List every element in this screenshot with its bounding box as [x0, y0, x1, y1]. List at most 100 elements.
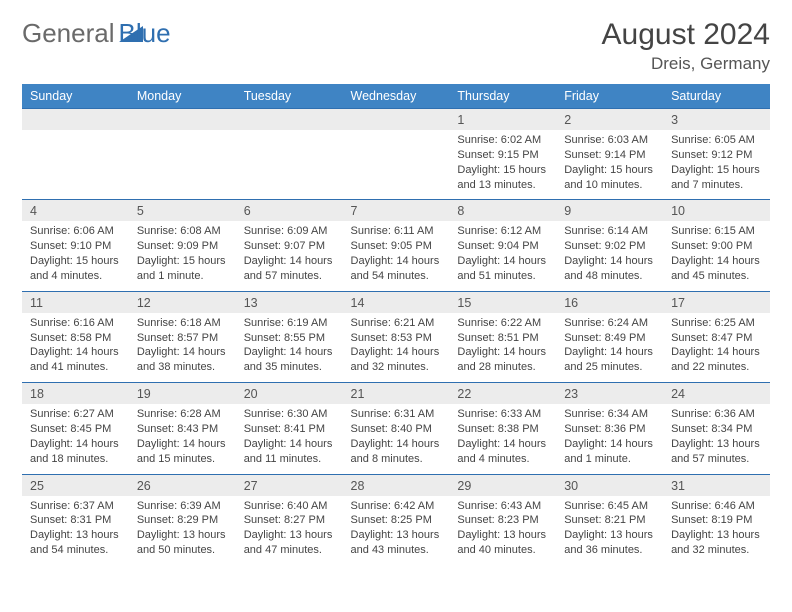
day-number-row: 18192021222324	[22, 383, 770, 405]
sunrise-text: Sunrise: 6:03 AM	[564, 133, 655, 148]
day-number-cell: 25	[22, 474, 129, 496]
brand-logo: General Blue	[22, 18, 171, 49]
day-number-row: 11121314151617	[22, 291, 770, 313]
day-data-cell: Sunrise: 6:02 AMSunset: 9:15 PMDaylight:…	[449, 130, 556, 200]
sunrise-text: Sunrise: 6:05 AM	[671, 133, 762, 148]
sunrise-text: Sunrise: 6:30 AM	[244, 407, 335, 422]
day-data-cell: Sunrise: 6:46 AMSunset: 8:19 PMDaylight:…	[663, 496, 770, 565]
daylight-text: Daylight: 15 hours and 13 minutes.	[457, 163, 548, 193]
daylight-text: Daylight: 13 hours and 43 minutes.	[351, 528, 442, 558]
day-number-row: 123	[22, 109, 770, 131]
sunset-text: Sunset: 8:57 PM	[137, 331, 228, 346]
sunrise-text: Sunrise: 6:19 AM	[244, 316, 335, 331]
sunrise-text: Sunrise: 6:45 AM	[564, 499, 655, 514]
sunset-text: Sunset: 9:07 PM	[244, 239, 335, 254]
day-number-cell: 19	[129, 383, 236, 405]
day-number-cell: 28	[343, 474, 450, 496]
daylight-text: Daylight: 15 hours and 7 minutes.	[671, 163, 762, 193]
day-data-cell: Sunrise: 6:14 AMSunset: 9:02 PMDaylight:…	[556, 221, 663, 291]
sunrise-text: Sunrise: 6:24 AM	[564, 316, 655, 331]
sunrise-text: Sunrise: 6:27 AM	[30, 407, 121, 422]
sunset-text: Sunset: 9:05 PM	[351, 239, 442, 254]
day-number-cell: 10	[663, 200, 770, 222]
day-data-cell: Sunrise: 6:03 AMSunset: 9:14 PMDaylight:…	[556, 130, 663, 200]
day-data-row: Sunrise: 6:06 AMSunset: 9:10 PMDaylight:…	[22, 221, 770, 291]
daylight-text: Daylight: 13 hours and 47 minutes.	[244, 528, 335, 558]
weekday-header: Friday	[556, 84, 663, 109]
sunrise-text: Sunrise: 6:25 AM	[671, 316, 762, 331]
sunset-text: Sunset: 9:10 PM	[30, 239, 121, 254]
sunrise-text: Sunrise: 6:22 AM	[457, 316, 548, 331]
sunset-text: Sunset: 8:41 PM	[244, 422, 335, 437]
sunset-text: Sunset: 8:31 PM	[30, 513, 121, 528]
day-number-cell	[22, 109, 129, 131]
sunset-text: Sunset: 8:51 PM	[457, 331, 548, 346]
day-number-cell: 31	[663, 474, 770, 496]
day-data-row: Sunrise: 6:02 AMSunset: 9:15 PMDaylight:…	[22, 130, 770, 200]
weekday-header: Saturday	[663, 84, 770, 109]
page-title: August 2024	[602, 18, 770, 52]
sunset-text: Sunset: 9:00 PM	[671, 239, 762, 254]
day-number-cell: 5	[129, 200, 236, 222]
sunset-text: Sunset: 8:29 PM	[137, 513, 228, 528]
daylight-text: Daylight: 14 hours and 41 minutes.	[30, 345, 121, 375]
sunset-text: Sunset: 8:36 PM	[564, 422, 655, 437]
day-data-cell: Sunrise: 6:05 AMSunset: 9:12 PMDaylight:…	[663, 130, 770, 200]
day-data-cell: Sunrise: 6:19 AMSunset: 8:55 PMDaylight:…	[236, 313, 343, 383]
daylight-text: Daylight: 14 hours and 38 minutes.	[137, 345, 228, 375]
daylight-text: Daylight: 14 hours and 25 minutes.	[564, 345, 655, 375]
day-number-cell: 30	[556, 474, 663, 496]
day-data-cell: Sunrise: 6:28 AMSunset: 8:43 PMDaylight:…	[129, 404, 236, 474]
weekday-header: Tuesday	[236, 84, 343, 109]
sunset-text: Sunset: 8:27 PM	[244, 513, 335, 528]
sunrise-text: Sunrise: 6:46 AM	[671, 499, 762, 514]
day-number-cell: 27	[236, 474, 343, 496]
sunset-text: Sunset: 8:40 PM	[351, 422, 442, 437]
daylight-text: Daylight: 14 hours and 1 minute.	[564, 437, 655, 467]
daylight-text: Daylight: 14 hours and 32 minutes.	[351, 345, 442, 375]
day-data-cell: Sunrise: 6:08 AMSunset: 9:09 PMDaylight:…	[129, 221, 236, 291]
day-data-row: Sunrise: 6:16 AMSunset: 8:58 PMDaylight:…	[22, 313, 770, 383]
location-label: Dreis, Germany	[602, 54, 770, 74]
daylight-text: Daylight: 14 hours and 18 minutes.	[30, 437, 121, 467]
day-data-cell	[236, 130, 343, 200]
sunset-text: Sunset: 9:15 PM	[457, 148, 548, 163]
sunrise-text: Sunrise: 6:08 AM	[137, 224, 228, 239]
sunrise-text: Sunrise: 6:02 AM	[457, 133, 548, 148]
sunset-text: Sunset: 8:25 PM	[351, 513, 442, 528]
day-number-cell	[129, 109, 236, 131]
day-data-cell: Sunrise: 6:09 AMSunset: 9:07 PMDaylight:…	[236, 221, 343, 291]
sunset-text: Sunset: 8:34 PM	[671, 422, 762, 437]
day-number-cell: 6	[236, 200, 343, 222]
day-data-cell: Sunrise: 6:43 AMSunset: 8:23 PMDaylight:…	[449, 496, 556, 565]
day-data-cell: Sunrise: 6:22 AMSunset: 8:51 PMDaylight:…	[449, 313, 556, 383]
day-number-cell: 16	[556, 291, 663, 313]
daylight-text: Daylight: 14 hours and 54 minutes.	[351, 254, 442, 284]
day-data-cell: Sunrise: 6:33 AMSunset: 8:38 PMDaylight:…	[449, 404, 556, 474]
day-data-cell: Sunrise: 6:18 AMSunset: 8:57 PMDaylight:…	[129, 313, 236, 383]
weekday-header: Sunday	[22, 84, 129, 109]
header: General Blue August 2024 Dreis, Germany	[22, 18, 770, 74]
sunrise-text: Sunrise: 6:14 AM	[564, 224, 655, 239]
day-data-cell: Sunrise: 6:12 AMSunset: 9:04 PMDaylight:…	[449, 221, 556, 291]
day-data-cell: Sunrise: 6:11 AMSunset: 9:05 PMDaylight:…	[343, 221, 450, 291]
sunset-text: Sunset: 8:47 PM	[671, 331, 762, 346]
day-number-cell: 2	[556, 109, 663, 131]
day-data-cell: Sunrise: 6:25 AMSunset: 8:47 PMDaylight:…	[663, 313, 770, 383]
day-data-cell: Sunrise: 6:06 AMSunset: 9:10 PMDaylight:…	[22, 221, 129, 291]
sunset-text: Sunset: 8:21 PM	[564, 513, 655, 528]
daylight-text: Daylight: 15 hours and 10 minutes.	[564, 163, 655, 193]
day-data-row: Sunrise: 6:37 AMSunset: 8:31 PMDaylight:…	[22, 496, 770, 565]
sunset-text: Sunset: 8:45 PM	[30, 422, 121, 437]
sunrise-text: Sunrise: 6:09 AM	[244, 224, 335, 239]
sunrise-text: Sunrise: 6:40 AM	[244, 499, 335, 514]
day-data-cell	[129, 130, 236, 200]
sunset-text: Sunset: 8:49 PM	[564, 331, 655, 346]
sunset-text: Sunset: 8:19 PM	[671, 513, 762, 528]
sunset-text: Sunset: 9:14 PM	[564, 148, 655, 163]
sunset-text: Sunset: 8:55 PM	[244, 331, 335, 346]
daylight-text: Daylight: 14 hours and 11 minutes.	[244, 437, 335, 467]
daylight-text: Daylight: 13 hours and 50 minutes.	[137, 528, 228, 558]
day-number-cell	[236, 109, 343, 131]
daylight-text: Daylight: 14 hours and 35 minutes.	[244, 345, 335, 375]
